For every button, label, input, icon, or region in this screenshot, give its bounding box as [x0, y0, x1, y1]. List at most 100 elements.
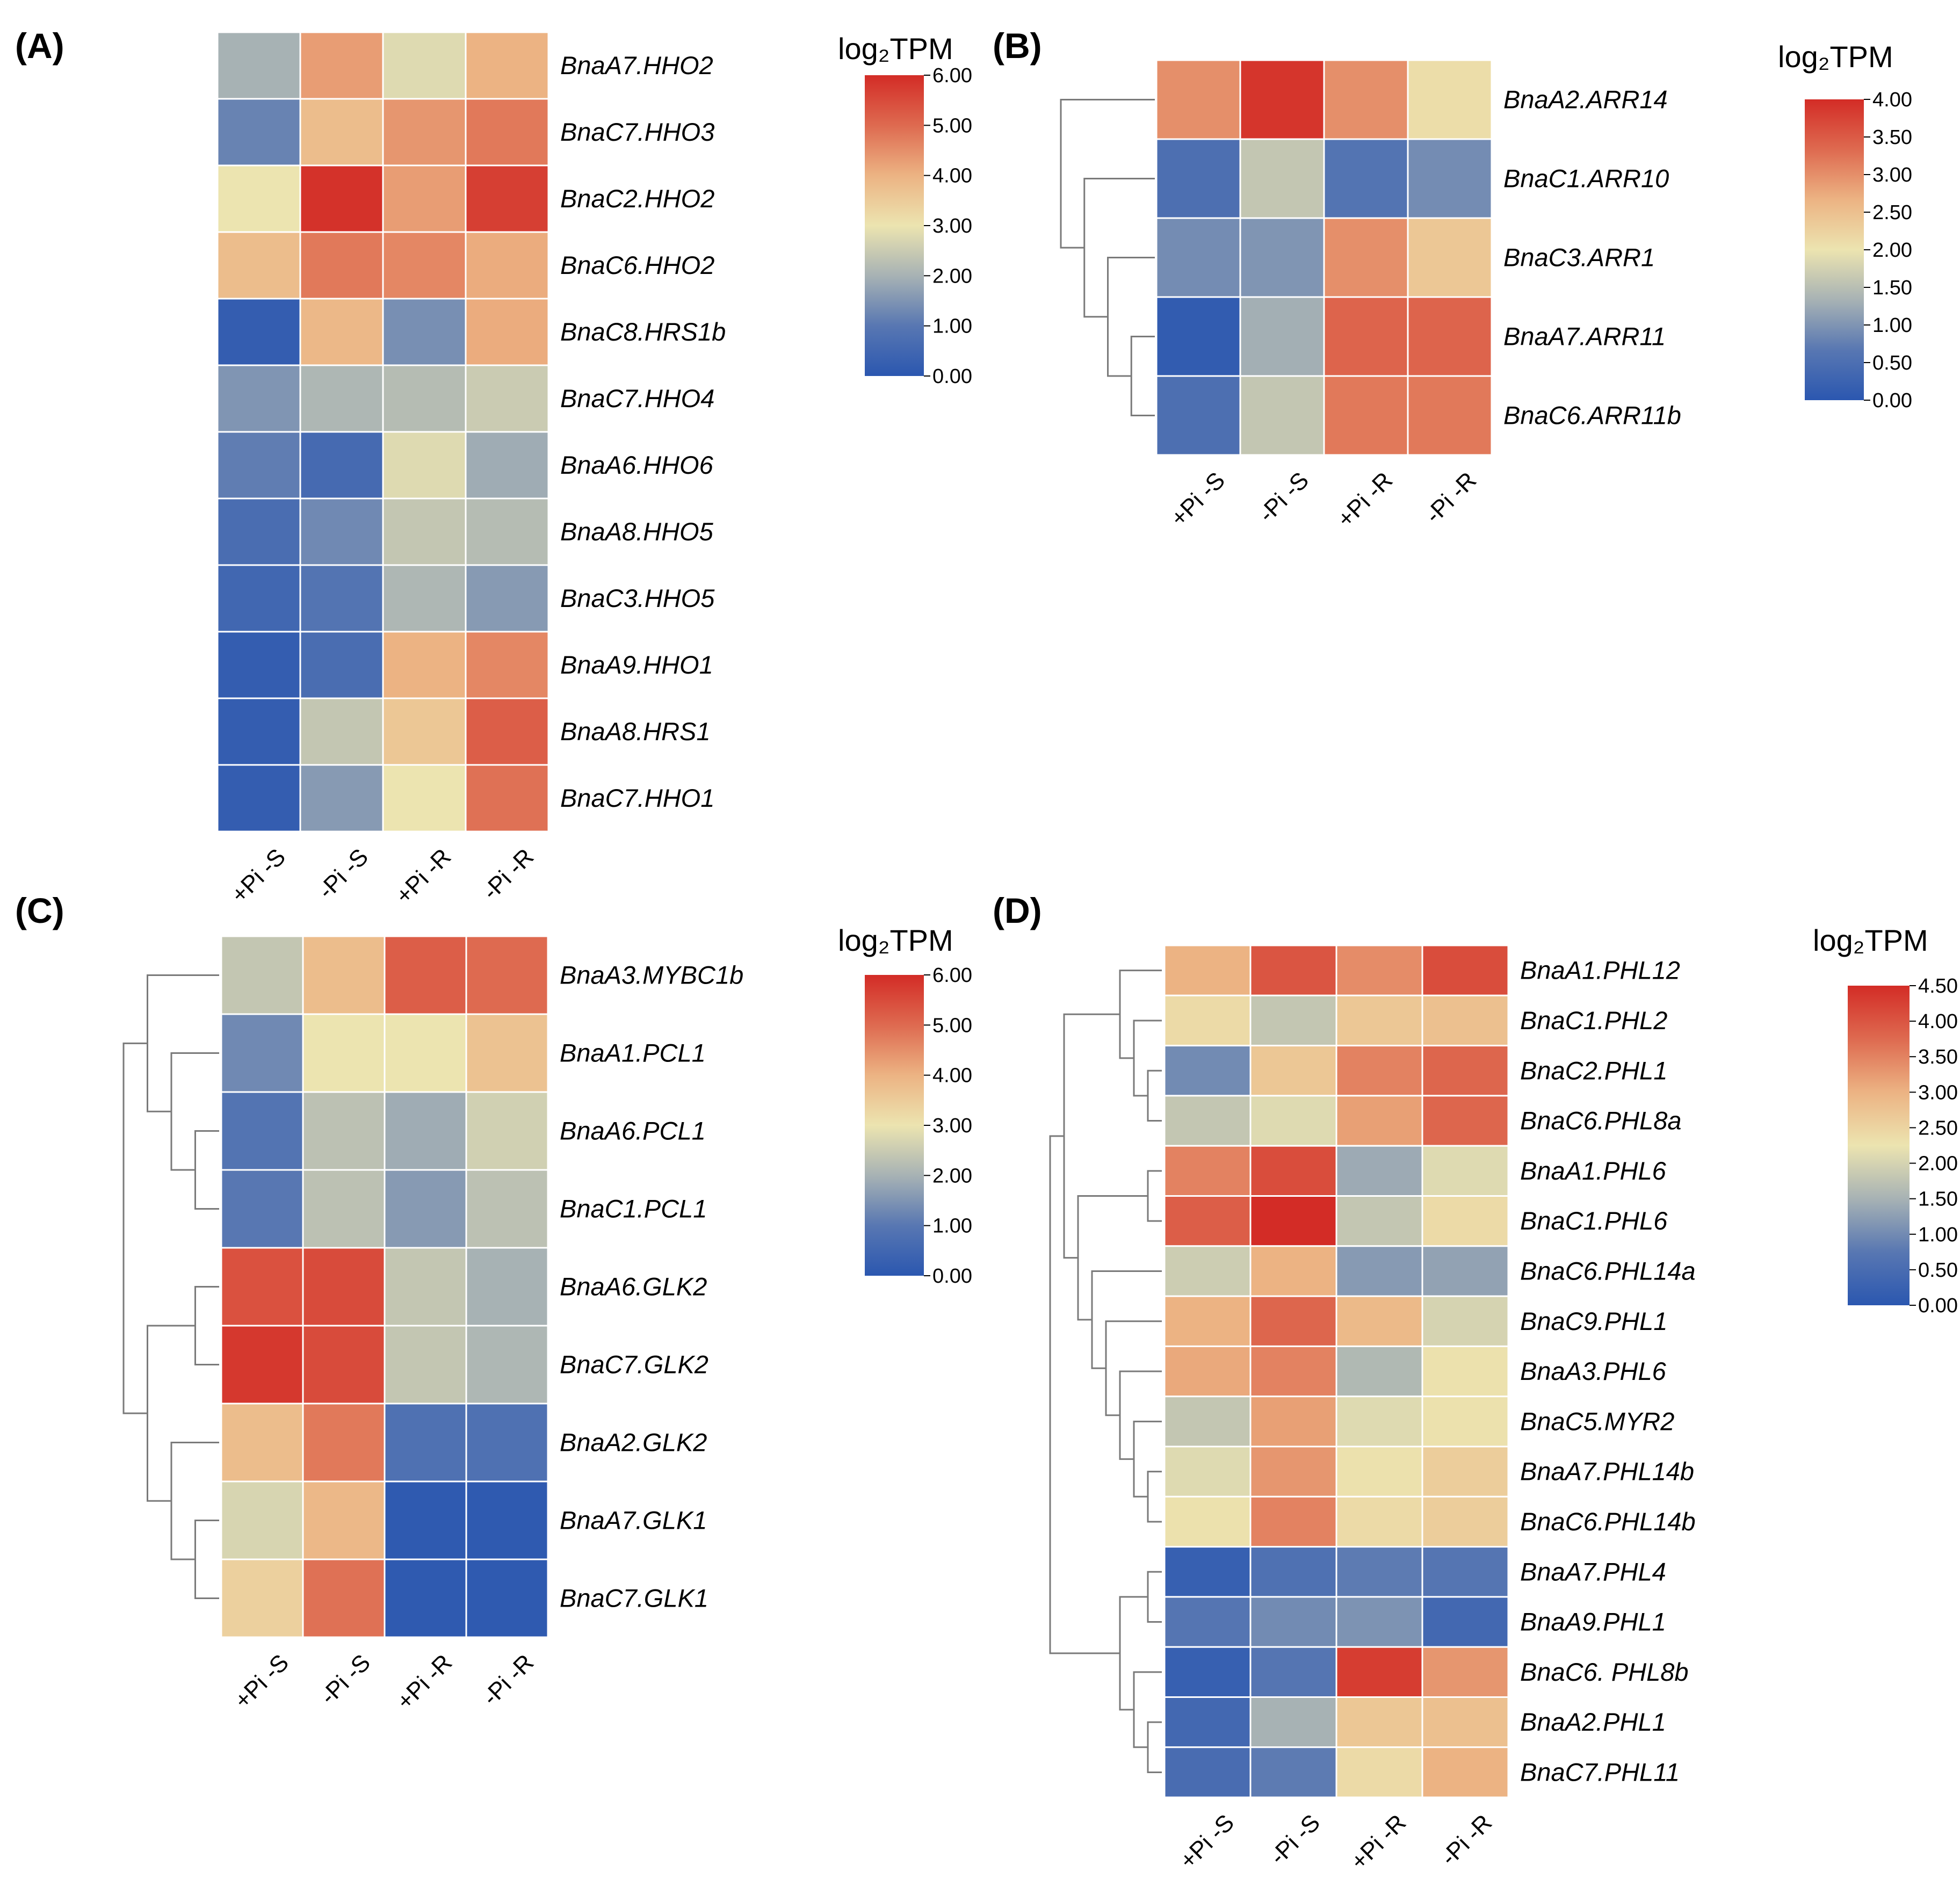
legend-tick-label: 4.00: [1872, 89, 1912, 111]
heatmap-cell: [1407, 375, 1493, 456]
heatmap-cell: [1421, 994, 1509, 1047]
column-label: -Pi -R: [1436, 1810, 1497, 1871]
column-label: -Pi -S: [313, 843, 373, 903]
heatmap-cell: [465, 1247, 549, 1327]
panel-label: (C): [15, 891, 64, 930]
heatmap-cell: [1155, 59, 1241, 140]
legend-colorbar: [865, 75, 924, 376]
column-label: +Pi -R: [1332, 467, 1398, 532]
legend-tick-label: 0.50: [1872, 352, 1912, 374]
heatmap-cell: [1163, 944, 1252, 996]
heatmap-cell: [465, 564, 549, 633]
heatmap-cell: [216, 764, 301, 833]
column-label: -Pi -R: [478, 1649, 539, 1710]
legend-tick-label: 3.00: [932, 1115, 972, 1137]
legend-tick-label: 2.00: [1872, 239, 1912, 262]
heatmap-cell: [384, 1325, 467, 1405]
legend-tick-label: 3.00: [1918, 1081, 1958, 1104]
row-label: BnaA6.GLK2: [560, 1273, 707, 1301]
heatmap-cell: [299, 697, 384, 766]
legend-colorbar: [1805, 99, 1864, 400]
row-label: BnaA2.ARR14: [1503, 85, 1668, 114]
heatmap-cell: [1335, 1095, 1423, 1147]
heatmap-cell: [1163, 1596, 1252, 1648]
heatmap-cell: [1335, 1746, 1423, 1798]
row-label: BnaA7.ARR11: [1503, 322, 1666, 351]
heatmap-cell: [1407, 217, 1493, 298]
legend-tick-label: 1.00: [932, 1215, 972, 1238]
heatmap-cell: [1335, 1345, 1423, 1398]
row-label: BnaC1.ARR10: [1503, 164, 1669, 193]
heatmap-cell: [1421, 1345, 1509, 1398]
row-label: BnaA8.HRS1: [560, 717, 711, 746]
heatmap-cell: [382, 497, 467, 566]
heatmap-cell: [299, 164, 384, 233]
heatmap-cell: [299, 298, 384, 366]
heatmap-cell: [384, 1169, 467, 1249]
legend-tick-label: 4.00: [932, 1065, 972, 1087]
heatmap-cell: [299, 31, 384, 100]
heatmap-cell: [220, 1325, 304, 1405]
heatmap-cell: [1163, 1345, 1252, 1398]
legend-tick-label: 3.50: [1872, 126, 1912, 149]
dendrogram: [122, 974, 219, 1599]
heatmap-cell: [1249, 1696, 1337, 1748]
dendrogram-branch: [194, 1130, 219, 1210]
heatmap-cell: [1249, 1245, 1337, 1297]
heatmap-cell: [216, 364, 301, 433]
legend-tick-label: 4.00: [1918, 1010, 1958, 1033]
heatmap-cell: [1249, 1445, 1337, 1498]
heatmap-cell: [1155, 375, 1241, 456]
dendrogram-branch: [1060, 99, 1155, 249]
heatmap-cell: [1335, 1445, 1423, 1498]
row-label: BnaC6.HHO2: [560, 251, 714, 279]
heatmap-cell: [1239, 138, 1325, 219]
row-label: BnaA2.PHL1: [1520, 1708, 1666, 1736]
heatmap-cell: [216, 31, 301, 100]
row-label: BnaC1.PHL2: [1520, 1006, 1667, 1035]
heatmap-cell: [1249, 944, 1337, 996]
heatmap-cell: [382, 564, 467, 633]
legend-colorbar: [1848, 986, 1910, 1305]
dendrogram-branch: [1147, 1069, 1162, 1122]
heatmap-cell: [1421, 1295, 1509, 1347]
heatmap-cell: [1249, 1546, 1337, 1598]
dendrogram-branch: [1063, 1013, 1120, 1259]
dendrogram-branch: [1119, 1370, 1162, 1460]
heatmap-cell: [1163, 1095, 1252, 1147]
heatmap-cell: [1421, 1045, 1509, 1097]
dendrogram: [1049, 970, 1162, 1773]
row-label: BnaC7.HHO1: [560, 784, 714, 812]
heatmap-cell: [299, 564, 384, 633]
heatmap-cell: [1421, 1195, 1509, 1247]
heatmap-cell: [1421, 1145, 1509, 1197]
heatmap-cell: [1335, 1546, 1423, 1598]
legend-title: log₂TPM: [1778, 40, 1893, 74]
legend-title: log₂TPM: [838, 32, 953, 66]
heatmap-cell: [302, 1480, 386, 1560]
row-label: BnaC1.PCL1: [560, 1195, 707, 1223]
column-label: +Pi -S: [1175, 1810, 1239, 1874]
panel-a: (A) BnaA7.HHO2 BnaC7.HHO3 BnaC2.HHO2 BnaC6.…: [15, 26, 972, 909]
heatmap-cell: [1163, 1546, 1252, 1598]
heatmap-cell: [382, 697, 467, 766]
heatmap-cell: [465, 231, 549, 300]
heatmap-cell: [1407, 296, 1493, 377]
row-label: BnaC6.ARR11b: [1503, 401, 1681, 430]
heatmap-cell: [1163, 1445, 1252, 1498]
heatmap-cell: [382, 431, 467, 500]
row-label: BnaA1.PHL6: [1520, 1156, 1667, 1185]
column-label: +Pi -S: [1166, 467, 1230, 531]
heatmap-cell: [1163, 1746, 1252, 1798]
row-label: BnaA7.HHO2: [560, 51, 713, 79]
dendrogram-branch: [1119, 970, 1162, 1059]
panel-label: (D): [993, 891, 1042, 930]
legend-tick-label: 0.50: [1918, 1259, 1958, 1282]
heatmap-cell: [1249, 1045, 1337, 1097]
heatmap-cell: [465, 298, 549, 366]
heatmap-cell: [1163, 1495, 1252, 1548]
dendrogram-branch: [1130, 336, 1155, 416]
legend-colorbar: [865, 975, 924, 1276]
heatmap-cell: [1407, 59, 1493, 140]
column-label: +Pi -S: [229, 1649, 294, 1714]
